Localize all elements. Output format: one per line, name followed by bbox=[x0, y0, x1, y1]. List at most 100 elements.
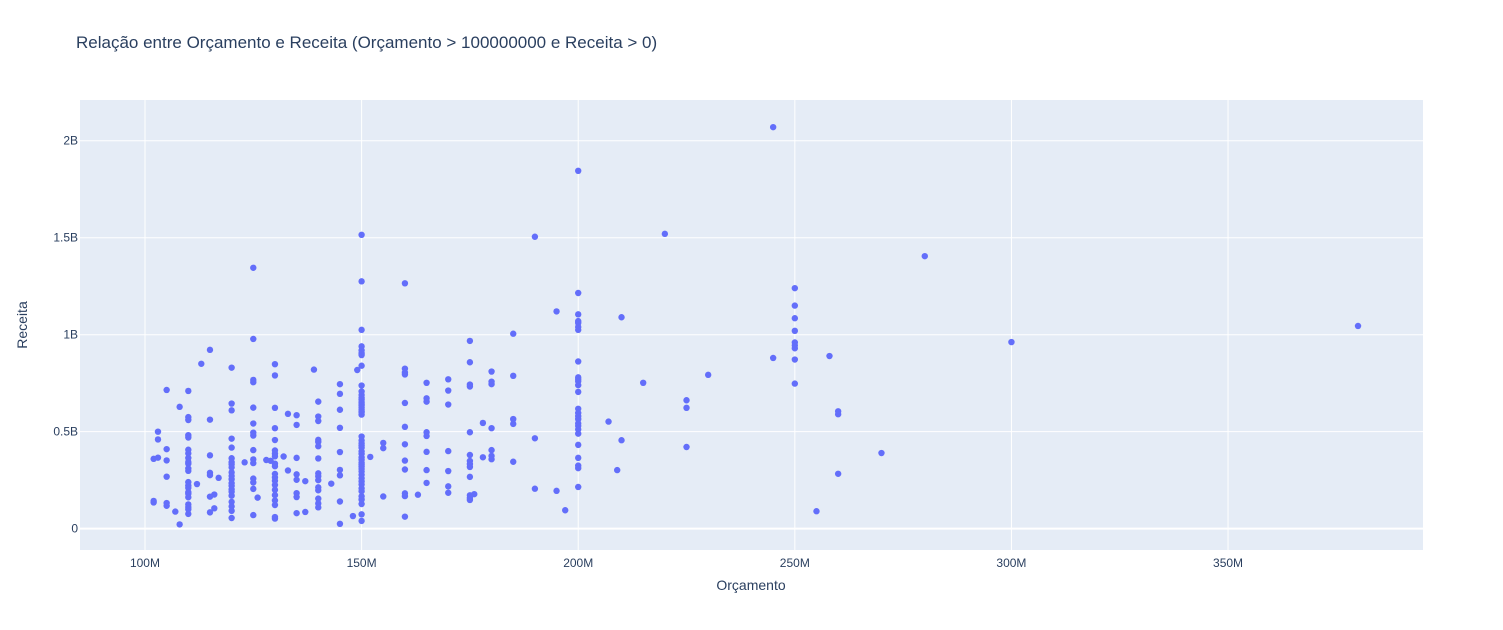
scatter-point bbox=[575, 454, 582, 462]
scatter-point bbox=[575, 311, 582, 318]
scatter-point bbox=[250, 479, 257, 486]
scatter-point bbox=[206, 493, 214, 500]
scatter-point bbox=[185, 467, 192, 475]
scatter-point bbox=[206, 509, 214, 516]
scatter-point bbox=[271, 481, 279, 489]
scatter-point bbox=[510, 420, 517, 428]
scatter-point bbox=[445, 489, 452, 496]
scatter-point bbox=[1008, 338, 1015, 346]
scatter-point bbox=[423, 466, 430, 474]
scatter-point bbox=[250, 485, 257, 493]
scatter-point bbox=[228, 507, 235, 515]
scatter-point bbox=[271, 424, 279, 432]
chart-title: Relação entre Orçamento e Receita (Orçam… bbox=[76, 33, 658, 52]
scatter-point bbox=[488, 424, 495, 432]
scatter-point bbox=[336, 448, 344, 456]
scatter-point bbox=[704, 371, 712, 379]
scatter-point bbox=[228, 435, 235, 442]
scatter-point bbox=[336, 406, 344, 413]
scatter-point bbox=[310, 366, 318, 373]
scatter-point bbox=[250, 404, 257, 411]
scatter-point bbox=[176, 403, 183, 411]
scatter-point bbox=[834, 411, 842, 418]
scatter-point bbox=[445, 483, 452, 490]
scatter-point bbox=[466, 429, 474, 436]
scatter-point bbox=[401, 423, 409, 431]
scatter-point bbox=[466, 496, 474, 504]
x-tick-label: 350M bbox=[1213, 556, 1243, 570]
scatter-point bbox=[683, 404, 690, 412]
scatter-point bbox=[185, 506, 192, 513]
scatter-point bbox=[250, 379, 257, 386]
scatter-point bbox=[479, 454, 487, 461]
scatter-point bbox=[791, 380, 799, 387]
scatter-point bbox=[185, 387, 192, 395]
scatter-point bbox=[302, 508, 309, 516]
scatter-point bbox=[206, 346, 214, 354]
scatter-point bbox=[605, 418, 612, 425]
scatter-point bbox=[336, 390, 344, 398]
scatter-point bbox=[271, 436, 279, 444]
scatter-point bbox=[315, 504, 322, 511]
scatter-point bbox=[271, 404, 279, 412]
scatter-point bbox=[250, 335, 257, 343]
scatter-point bbox=[401, 371, 409, 378]
scatter-point bbox=[315, 495, 322, 502]
scatter-point bbox=[315, 398, 322, 405]
scatter-point bbox=[215, 474, 222, 482]
scatter-point bbox=[293, 493, 300, 501]
scatter-point bbox=[423, 432, 430, 440]
y-tick-label: 1B bbox=[63, 328, 78, 342]
scatter-point bbox=[575, 326, 582, 334]
data-points bbox=[150, 123, 1362, 528]
scatter-point bbox=[284, 467, 292, 474]
scatter-point bbox=[466, 359, 474, 366]
scatter-point bbox=[358, 326, 365, 334]
scatter-point bbox=[358, 517, 365, 525]
scatter-point bbox=[358, 231, 365, 239]
scatter-point bbox=[575, 388, 582, 396]
scatter-point bbox=[293, 476, 300, 483]
scatter-point bbox=[921, 252, 928, 260]
scatter-point bbox=[163, 386, 170, 394]
y-tick-label: 1.5B bbox=[53, 231, 78, 245]
scatter-point bbox=[510, 330, 517, 337]
scatter-point bbox=[575, 358, 582, 365]
scatter-point bbox=[769, 354, 777, 362]
scatter-point bbox=[791, 315, 799, 322]
scatter-point bbox=[293, 454, 300, 462]
scatter-point bbox=[358, 500, 365, 508]
scatter-point bbox=[293, 421, 300, 429]
scatter-point bbox=[176, 521, 183, 528]
plot-area bbox=[80, 100, 1423, 550]
scatter-point bbox=[185, 460, 192, 467]
scatter-point bbox=[206, 452, 214, 459]
scatter-point bbox=[510, 372, 517, 380]
scatter-point bbox=[466, 337, 474, 345]
scatter-point bbox=[562, 507, 569, 514]
scatter-point bbox=[228, 400, 235, 407]
scatter-point bbox=[834, 470, 842, 477]
scatter-point bbox=[250, 446, 257, 454]
scatter-point bbox=[401, 441, 409, 448]
scatter-point bbox=[336, 472, 344, 479]
scatter-point bbox=[401, 513, 409, 520]
scatter-point bbox=[198, 360, 205, 367]
scatter-point bbox=[185, 494, 192, 501]
scatter-point bbox=[466, 451, 474, 459]
scatter-point bbox=[575, 483, 582, 491]
scatter-point bbox=[315, 413, 322, 420]
scatter-point bbox=[401, 399, 409, 407]
scatter-point bbox=[228, 364, 235, 371]
scatter-point bbox=[280, 453, 287, 460]
scatter-point bbox=[358, 488, 365, 495]
scatter-point bbox=[358, 351, 365, 359]
scatter-point bbox=[271, 497, 279, 504]
scatter-point bbox=[358, 278, 365, 285]
scatter-point bbox=[479, 419, 487, 427]
scatter-point bbox=[358, 362, 365, 369]
x-tick-label: 250M bbox=[780, 556, 810, 570]
scatter-point bbox=[154, 428, 162, 435]
scatter-point bbox=[445, 467, 452, 475]
scatter-point bbox=[315, 476, 322, 484]
